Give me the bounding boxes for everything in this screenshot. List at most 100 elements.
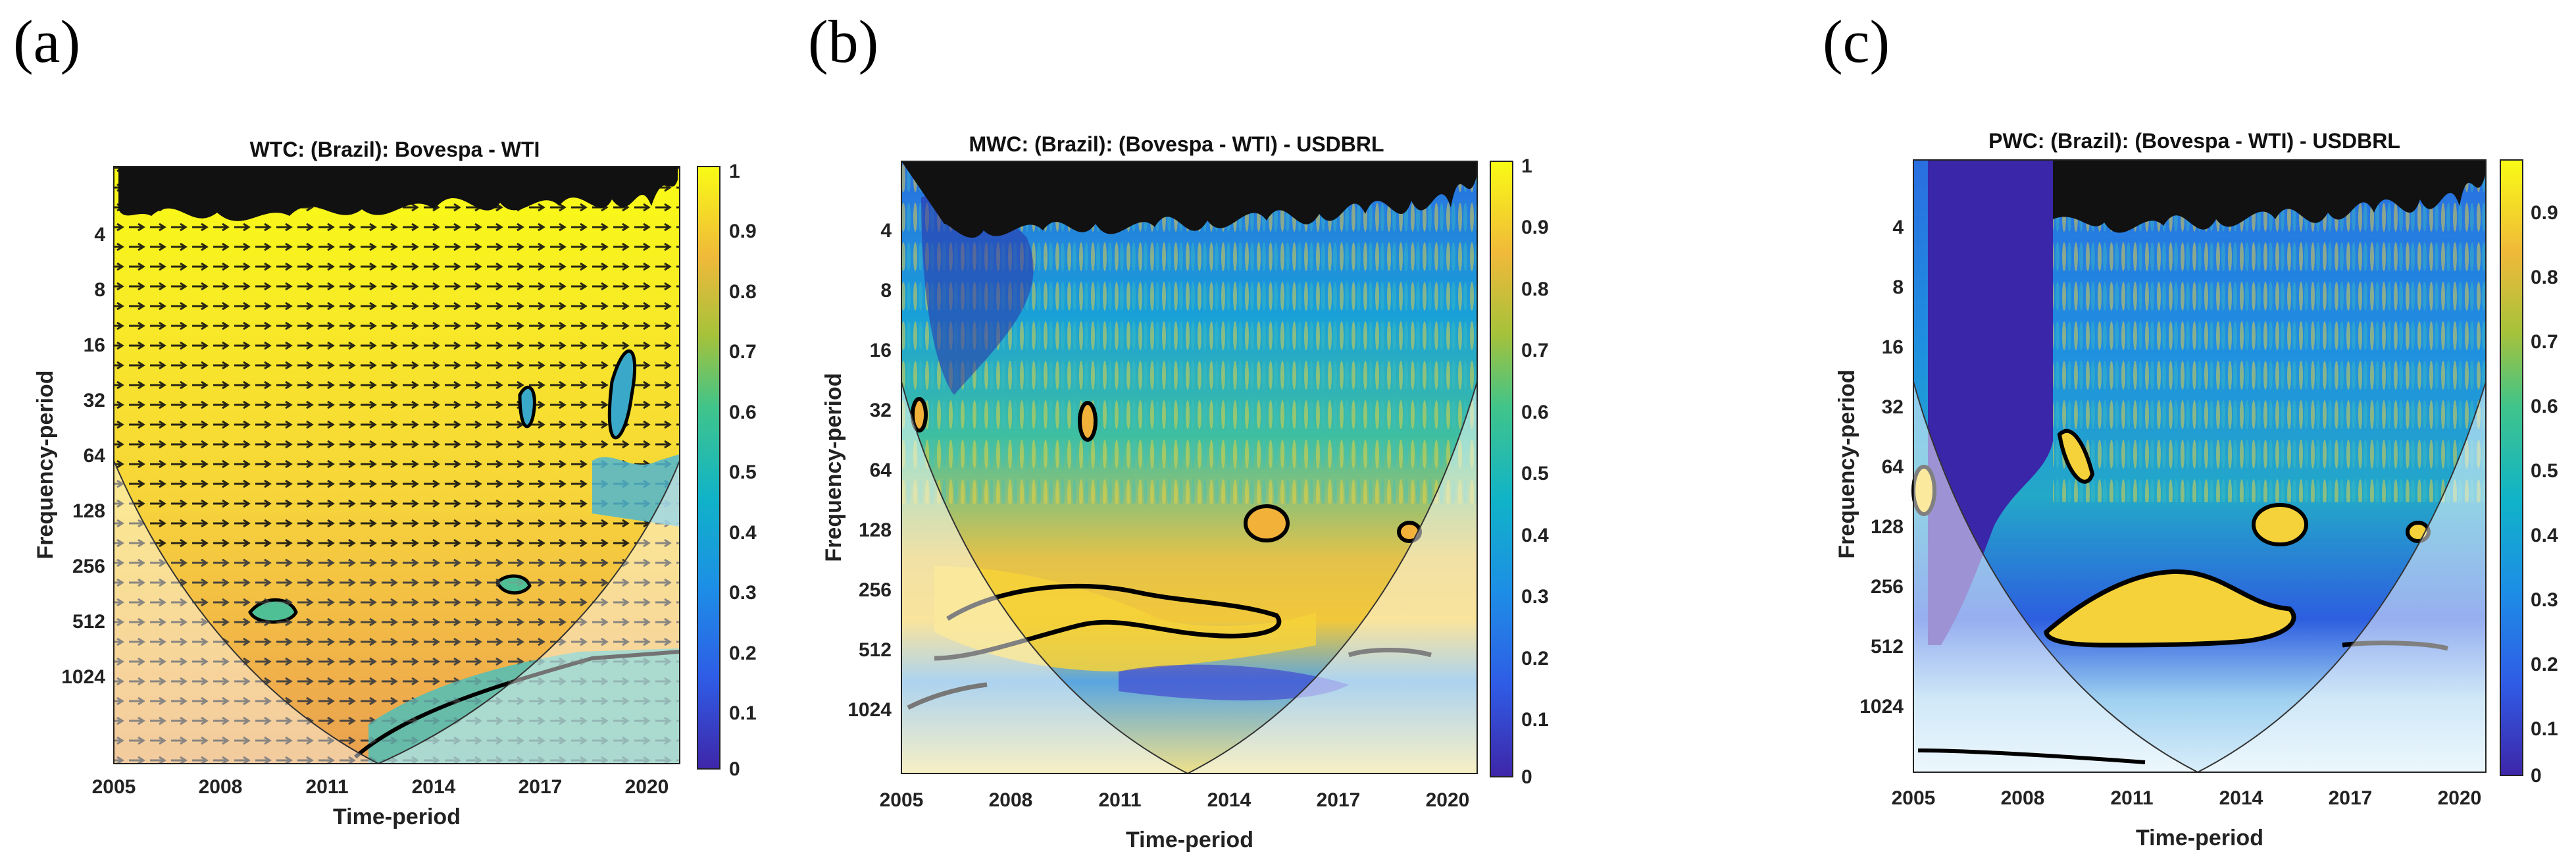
contour-c-1 [2044,569,2296,648]
xtick-a-2017: 2017 [518,776,563,798]
contour-b-2 [1244,504,1290,542]
cbtick-b-0.8: 0.8 [1521,278,1549,300]
xlabel-a: Time-period [333,804,461,829]
xlabel-c: Time-period [2136,826,2263,851]
ytick-b-16: 16 [870,340,892,361]
low-band-b [1119,664,1349,700]
cbtick-b-0.5: 0.5 [1521,463,1549,485]
significance-speckles-a [118,167,678,221]
ytick-c-512: 512 [1871,636,1904,658]
frame-a [113,166,680,764]
cbtick-a-0: 0 [729,758,740,780]
y-ticks-a: 4 8 16 32 64 128 256 512 1024 [61,224,105,688]
cbtick-c-0.1: 0.1 [2531,718,2558,740]
colorbar-c [2500,159,2523,776]
cbtick-b-0.1: 0.1 [1521,709,1549,731]
x-ticks-c: 2005 2008 2011 2014 2017 2020 [1892,787,2482,809]
frame-c [1913,159,2487,773]
xtick-a-2008: 2008 [199,776,243,798]
xtick-c-2014: 2014 [2219,787,2263,809]
colorbar-a [697,166,720,770]
cbtick-b-0.9: 0.9 [1521,217,1549,238]
xtick-b-2017: 2017 [1317,789,1361,811]
colorbar-b [1490,161,1513,777]
cbtick-a-0.6: 0.6 [729,402,757,423]
xtick-c-2017: 2017 [2329,787,2373,809]
x-ticks-a: 2005 2008 2011 2014 2017 2020 [92,776,669,798]
xlabel-b: Time-period [1126,827,1253,852]
ytick-a-16: 16 [84,334,105,356]
coi-left-b [901,161,1188,773]
ytick-c-8: 8 [1892,276,1904,298]
xtick-a-2020: 2020 [625,776,669,798]
y-ticks-b: 4 8 16 32 64 128 256 512 1024 [847,220,892,721]
cbtick-c-0.8: 0.8 [2531,267,2558,288]
ytick-b-8: 8 [880,280,892,301]
ylabel-c: Frequency-period [1834,369,1859,558]
cbtick-b-0.7: 0.7 [1521,340,1549,361]
coi-contour-b [907,682,988,710]
contour-a-3 [518,386,536,429]
ytick-a-128: 128 [72,500,105,522]
coi-arrows-a [114,560,680,764]
xtick-b-2011: 2011 [1098,789,1141,811]
xtick-c-2011: 2011 [2110,787,2153,809]
ytick-a-256: 256 [72,556,105,577]
ytick-a-32: 32 [84,390,105,411]
contour-c-7 [1917,748,2146,764]
xtick-a-2005: 2005 [92,776,136,798]
cbtick-a-0.5: 0.5 [729,461,757,483]
ytick-b-4: 4 [880,220,892,242]
ytick-b-32: 32 [870,400,892,421]
contour-c-4 [2057,429,2095,484]
frame-b [901,161,1478,774]
xtick-b-2020: 2020 [1426,789,1470,811]
ytick-a-64: 64 [84,445,106,467]
cbtick-a-0.7: 0.7 [729,341,757,363]
ytick-c-256: 256 [1871,576,1904,598]
ytick-b-512: 512 [859,639,892,661]
xtick-c-2008: 2008 [2001,787,2045,809]
xtick-b-2005: 2005 [880,789,924,811]
low-region-b [921,194,1034,395]
cbtick-a-0.9: 0.9 [729,221,757,242]
cbtick-a-0.2: 0.2 [729,642,757,664]
title-a: WTC: (Brazil): Bovespa - WTI [250,138,540,161]
xtick-c-2005: 2005 [1892,787,1936,809]
contour-b-1 [934,583,1282,661]
x-ticks-b: 2005 2008 2011 2014 2017 2020 [880,789,1470,811]
cbtick-c-0.9: 0.9 [2531,202,2558,224]
ytick-a-512: 512 [72,611,105,633]
ytick-c-4: 4 [1892,217,1904,238]
panel-label-c: (c) [1823,8,1890,75]
ytick-b-1024: 1024 [847,699,892,721]
contour-b-5 [911,397,928,432]
title-c: PWC: (Brazil): (Bovespa - WTI) - USDBRL [1988,129,2400,153]
ytick-b-128: 128 [859,519,892,541]
title-b: MWC: (Brazil): (Bovespa - WTI) - USDBRL [969,132,1384,156]
cbtick-b-1: 1 [1521,155,1532,177]
ytick-c-128: 128 [1871,516,1904,538]
ytick-a-8: 8 [94,279,105,301]
ytick-c-32: 32 [1882,396,1904,418]
xtick-b-2014: 2014 [1207,789,1251,811]
ylabel-b: Frequency-period [821,373,846,562]
xtick-b-2008: 2008 [989,789,1033,811]
cbtick-a-0.1: 0.1 [729,702,757,724]
contour-b-4 [1078,401,1098,442]
ytick-b-256: 256 [859,579,892,601]
panel-b: MWC: (Brazil): (Bovespa - WTI) - USDBRL … [821,132,1549,852]
significance-speckles-c [2053,160,2486,233]
y-ticks-c: 4 8 16 32 64 128 256 512 1024 [1859,217,1904,718]
coi-left-c [1913,160,2198,772]
xtick-a-2011: 2011 [305,776,348,798]
cbtick-c-0.4: 0.4 [2531,525,2558,546]
ytick-a-4: 4 [94,224,105,246]
ylabel-a: Frequency-period [33,370,58,559]
cbtick-a-0.3: 0.3 [729,582,757,604]
cbtick-c-0.5: 0.5 [2531,460,2558,482]
cbtick-b-0.6: 0.6 [1521,402,1549,423]
ytick-c-16: 16 [1882,336,1904,358]
contour-c-2 [2252,503,2308,546]
cbtick-a-1: 1 [729,161,740,182]
